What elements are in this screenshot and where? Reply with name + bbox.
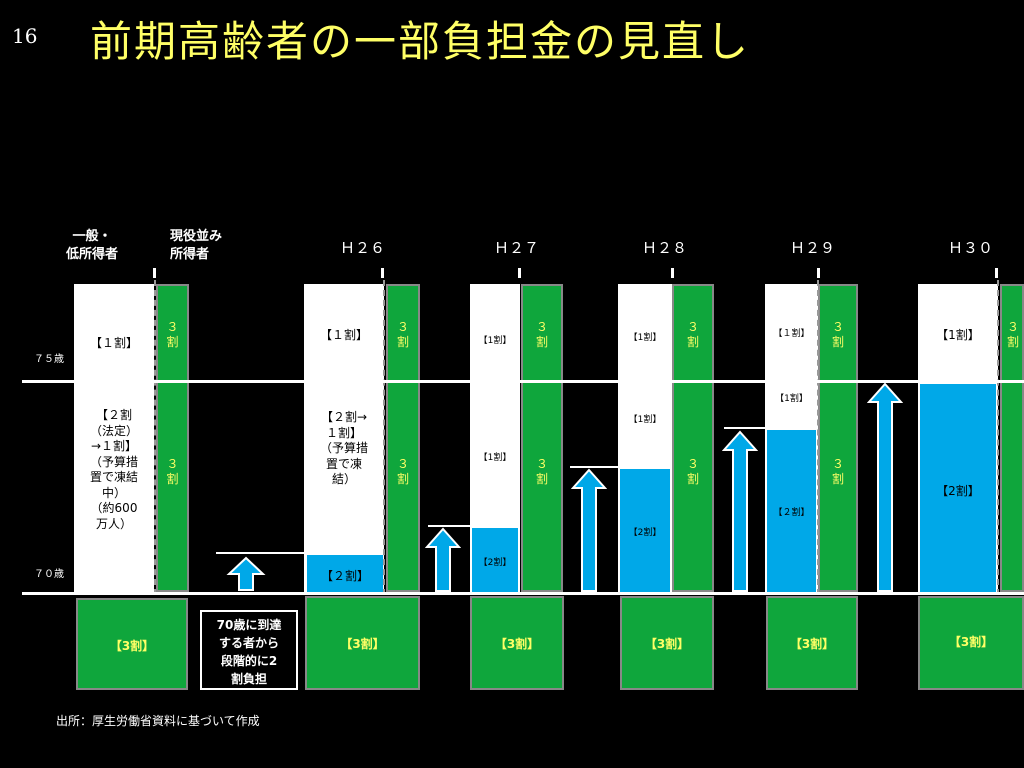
h26-green-top-label: ３ 割 <box>396 320 409 349</box>
age-70-line <box>22 592 1024 595</box>
h26-divider <box>383 280 385 595</box>
base-white-column <box>74 284 154 592</box>
h27-green-top-label: ３ 割 <box>535 320 548 349</box>
header-h28: Ｈ２８ <box>642 239 688 257</box>
h27-bottom-label: 【3割】 <box>494 637 540 651</box>
h29-bottom-label: 【3割】 <box>789 637 835 651</box>
age-75-label: ７５歳 <box>34 354 64 365</box>
h28-mid-label: 【1割】 <box>628 415 662 425</box>
tick-h28 <box>671 268 674 278</box>
h27-blue-label: 【2割】 <box>478 558 512 568</box>
header-h26: Ｈ２６ <box>340 239 386 257</box>
h29-bottom-box <box>766 596 858 690</box>
h26-blue-label: 【２割】 <box>320 569 369 583</box>
h27-mid-label: 【1割】 <box>478 453 512 463</box>
h27-green-column <box>521 284 563 592</box>
h29-green-column <box>818 284 858 592</box>
h28-blue-block <box>620 469 670 592</box>
base-bottom-box <box>76 598 188 690</box>
h29-top-label: 【１割】 <box>773 329 810 339</box>
up-arrow-icon <box>226 556 266 591</box>
h26-bottom-box <box>305 596 420 690</box>
h27-blue-block <box>472 528 518 592</box>
h29-blue-label: 【２割】 <box>773 508 810 518</box>
h30-bottom-label: 【3割】 <box>948 635 994 649</box>
tick-h26 <box>381 268 384 278</box>
note-box: 70歳に到達 する者から 段階的に2 割負担 <box>200 610 298 690</box>
age-70-label: ７０歳 <box>34 569 64 580</box>
base-green-mid-label: ３ 割 <box>166 457 179 486</box>
up-arrow-icon <box>722 430 758 592</box>
h26-blue-block <box>307 555 383 592</box>
base-green-top-label: ３ 割 <box>166 320 179 349</box>
h26-green-column <box>386 284 420 592</box>
up-arrow-icon <box>425 527 461 592</box>
h30-blue-label: 【2割】 <box>936 484 980 498</box>
up-arrow-icon <box>571 468 607 592</box>
h28-bottom-box <box>620 596 714 690</box>
age-75-line <box>22 380 1024 383</box>
header-general: 一般・ 低所得者 <box>66 229 119 262</box>
h29-mid-label: 【1割】 <box>775 394 808 404</box>
up-arrow-icon <box>867 382 903 592</box>
tick-h30 <box>995 268 998 278</box>
tick-h29 <box>817 268 820 278</box>
h28-green-column <box>672 284 714 592</box>
h30-divider <box>997 280 999 595</box>
base-bottom-label: 【3割】 <box>109 639 155 653</box>
page-number: 16 <box>12 24 38 48</box>
h28-top-label: 【1割】 <box>628 333 662 343</box>
h26-white-column <box>304 284 384 592</box>
step-line-h26 <box>216 552 306 554</box>
header-h27: Ｈ２７ <box>494 239 540 257</box>
h27-top-label: 【1割】 <box>478 336 512 346</box>
page-title: 前期高齢者の一部負担金の見直し <box>90 17 751 66</box>
h28-blue-label: 【2割】 <box>628 528 662 538</box>
h26-mid-label: 【２割→ １割】 （予算措 置で凍 結） <box>319 410 368 486</box>
h29-green-mid-label: ３ 割 <box>831 457 844 486</box>
header-h30: Ｈ３０ <box>948 239 994 257</box>
step-line-h28 <box>570 466 620 468</box>
h28-green-mid-label: ３ 割 <box>686 457 699 486</box>
h26-bottom-label: 【3割】 <box>340 637 385 651</box>
h29-green-top-label: ３ 割 <box>831 320 844 349</box>
h30-top-label: 【1割】 <box>936 328 980 342</box>
h27-green-mid-label: ３ 割 <box>535 457 548 486</box>
tick-base <box>153 268 156 278</box>
h26-green-mid-label: ３ 割 <box>396 457 409 486</box>
tick-h27 <box>518 268 521 278</box>
source-note: 出所：厚生労働省資料に基づいて作成 <box>56 714 260 728</box>
h30-bottom-box <box>918 596 1024 690</box>
header-h29: Ｈ２９ <box>790 239 836 257</box>
base-divider <box>154 280 156 595</box>
base-green-column <box>156 284 189 592</box>
step-line-h29 <box>724 427 767 429</box>
h30-green-column <box>1000 284 1024 592</box>
base-top-label: 【１割】 <box>89 336 138 350</box>
header-active: 現役並み 所得者 <box>170 229 223 262</box>
h30-green-top-label: ３ 割 <box>1006 320 1019 349</box>
h29-blue-block <box>767 430 816 592</box>
h30-blue-block <box>920 384 996 592</box>
h27-bottom-box <box>470 596 564 690</box>
h28-green-top-label: ３ 割 <box>686 320 699 349</box>
step-line-h27 <box>428 525 472 527</box>
h28-bottom-label: 【3割】 <box>644 637 690 651</box>
base-mid-label: 【２割 （法定） →１割】 （予算措 置で凍結 中） （約600 万人） <box>89 408 138 531</box>
h29-divider <box>817 280 819 595</box>
h26-top-label: 【１割】 <box>319 328 368 342</box>
